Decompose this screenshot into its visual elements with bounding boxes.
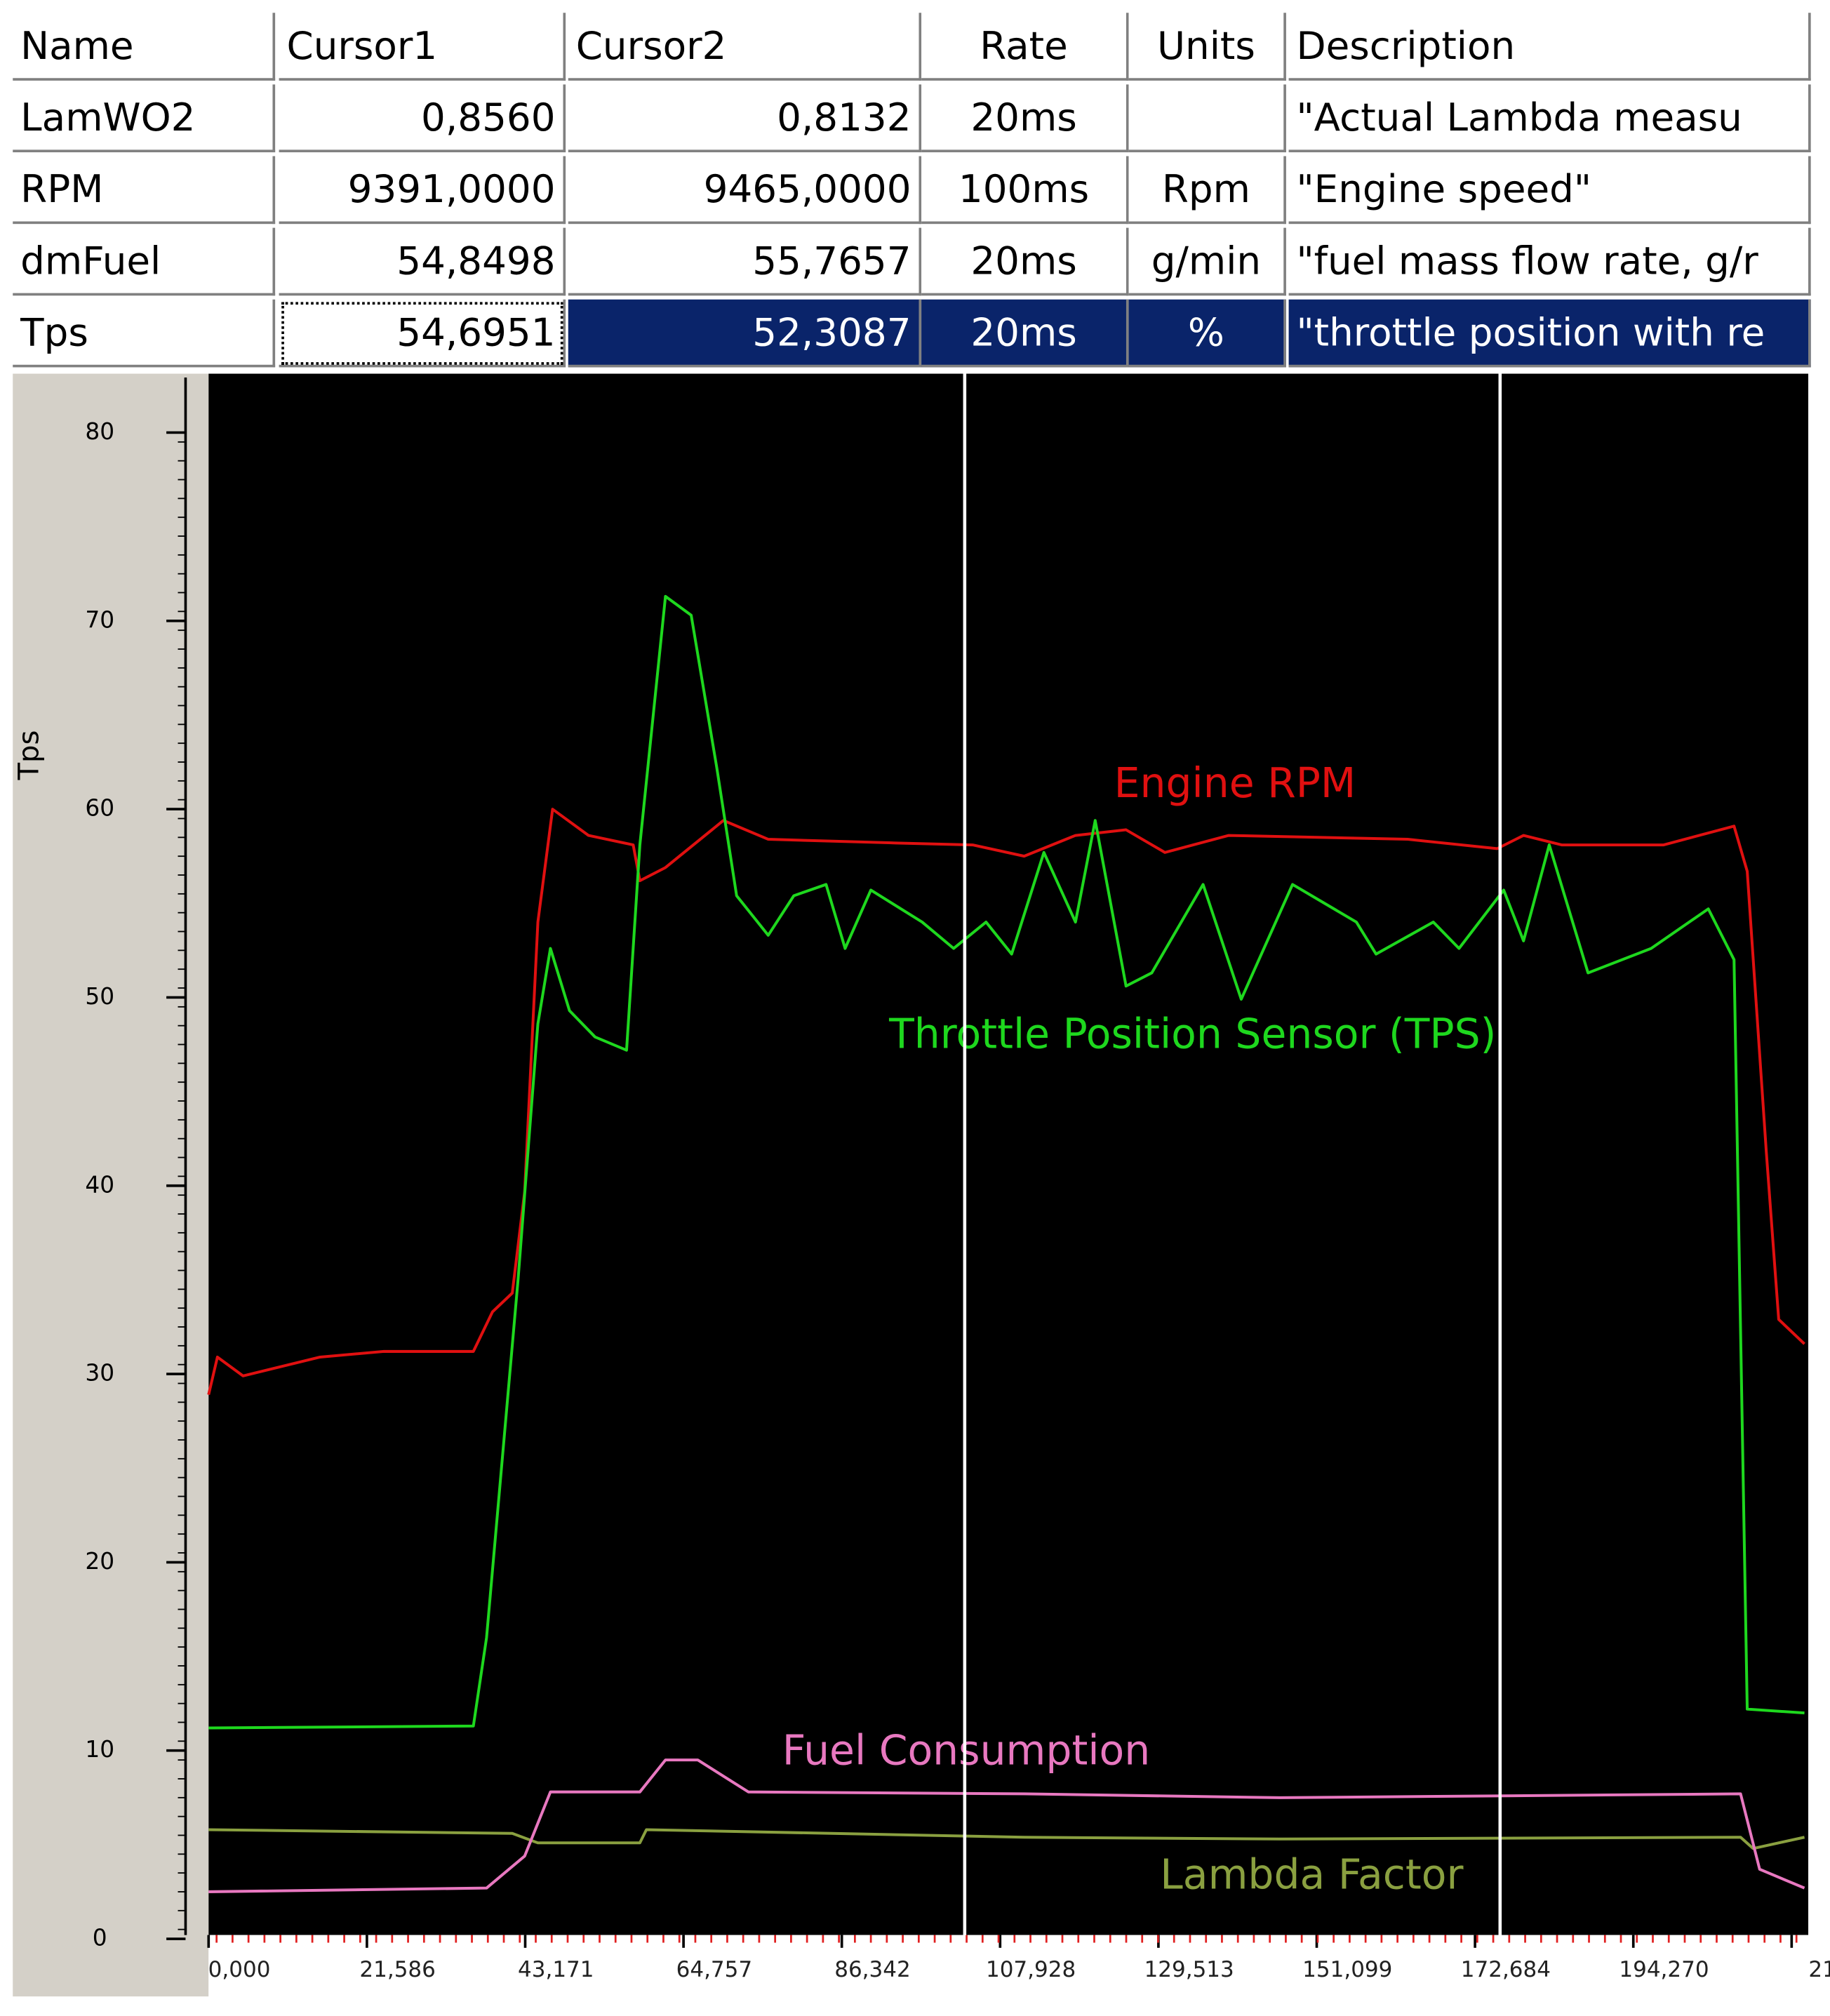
column-header[interactable]: Name [13,13,276,81]
x-tick-label: 151,099 [1302,1957,1392,1982]
series-label: Lambda Factor [1160,1851,1463,1899]
y-tick-label: 80 [85,418,114,445]
table-cell[interactable]: 0,8132 [568,84,922,153]
x-tick-label: 194,270 [1619,1957,1709,1982]
table-cell[interactable]: 55,7657 [568,227,922,296]
table-cell[interactable]: 54,8498 [279,227,566,296]
table-cell[interactable]: dmFuel [13,227,276,296]
column-header[interactable]: Description [1288,13,1811,81]
y-tick-label: 50 [85,983,114,1010]
y-tick-label: 10 [85,1736,114,1763]
table-cell[interactable]: "throttle position with re [1288,299,1811,368]
table-cell[interactable]: "fuel mass flow rate, g/r [1288,227,1811,296]
y-tick-label: 40 [85,1171,114,1198]
table-cell[interactable] [1128,84,1286,153]
table-cell[interactable]: 52,3087 [568,299,922,368]
x-axis-panel [208,1935,1809,1997]
y-tick-label: 70 [85,606,114,633]
x-tick-label: 86,342 [834,1957,910,1982]
column-header[interactable]: Cursor1 [279,13,566,81]
table-cell[interactable]: 20ms [921,299,1129,368]
table-cell[interactable]: "Engine speed" [1288,156,1811,225]
y-tick-label: 20 [85,1548,114,1575]
table-row[interactable]: RPM 9391,0000 9465,0000 100ms Rpm "Engine spe… [13,156,1811,227]
series-line [208,594,1805,1730]
table-cell[interactable]: g/min [1128,227,1286,296]
column-header[interactable]: Cursor2 [568,13,922,81]
table-cell[interactable]: 100ms [921,156,1129,225]
table-cell[interactable]: 9465,0000 [568,156,922,225]
series-label: Engine RPM [1114,759,1356,807]
series-line [208,1758,1805,1893]
table-cell[interactable]: 0,8560 [279,84,566,153]
x-tick-label: 21 [1808,1957,1830,1982]
series-line [208,1828,1805,1850]
series-label: Throttle Position Sensor (TPS) [888,1010,1496,1057]
table-cell[interactable]: 20ms [921,227,1129,296]
x-tick-label: 21,586 [359,1957,435,1982]
table-row[interactable]: Tps 54,6951 52,3087 20ms% "throttle position… [13,299,1811,370]
table-cell[interactable]: 20ms [921,84,1129,153]
x-tick-label: 172,684 [1461,1957,1551,1982]
table-cell[interactable]: Tps [13,299,276,368]
x-tick-label: 43,171 [518,1957,594,1982]
table-cell[interactable]: 9391,0000 [279,156,566,225]
x-tick-label: 107,928 [986,1957,1076,1982]
y-tick-label: 0 [93,1925,107,1951]
plot-area [208,373,1809,1935]
table-row[interactable]: LamWO2 0,8560 0,8132 20ms "Actual Lambda mea… [13,84,1811,154]
y-tick-label: 30 [85,1360,114,1387]
column-header[interactable]: Rate [921,13,1129,81]
column-header[interactable]: Units [1128,13,1286,81]
header-row: Name Cursor1 Cursor2 Rate Units Description [13,13,1811,83]
table-cell[interactable]: RPM [13,156,276,225]
table-cell[interactable]: Rpm [1128,156,1286,225]
x-tick-label: 0,000 [208,1957,271,1982]
table-cell[interactable]: LamWO2 [13,84,276,153]
y-tick-label: 60 [85,795,114,822]
y-axis-title: Tps [13,730,46,781]
table-cell[interactable]: "Actual Lambda measu [1288,84,1811,153]
table-cell[interactable]: 54,6951 [279,299,566,368]
table-cell[interactable]: % [1128,299,1286,368]
x-tick-label: 129,513 [1144,1957,1234,1982]
x-tick-label: 64,757 [676,1957,752,1982]
table-row[interactable]: dmFuel 54,8498 55,7657 20ms g/min "fuel mass … [13,227,1811,298]
series-line [207,808,1805,1396]
